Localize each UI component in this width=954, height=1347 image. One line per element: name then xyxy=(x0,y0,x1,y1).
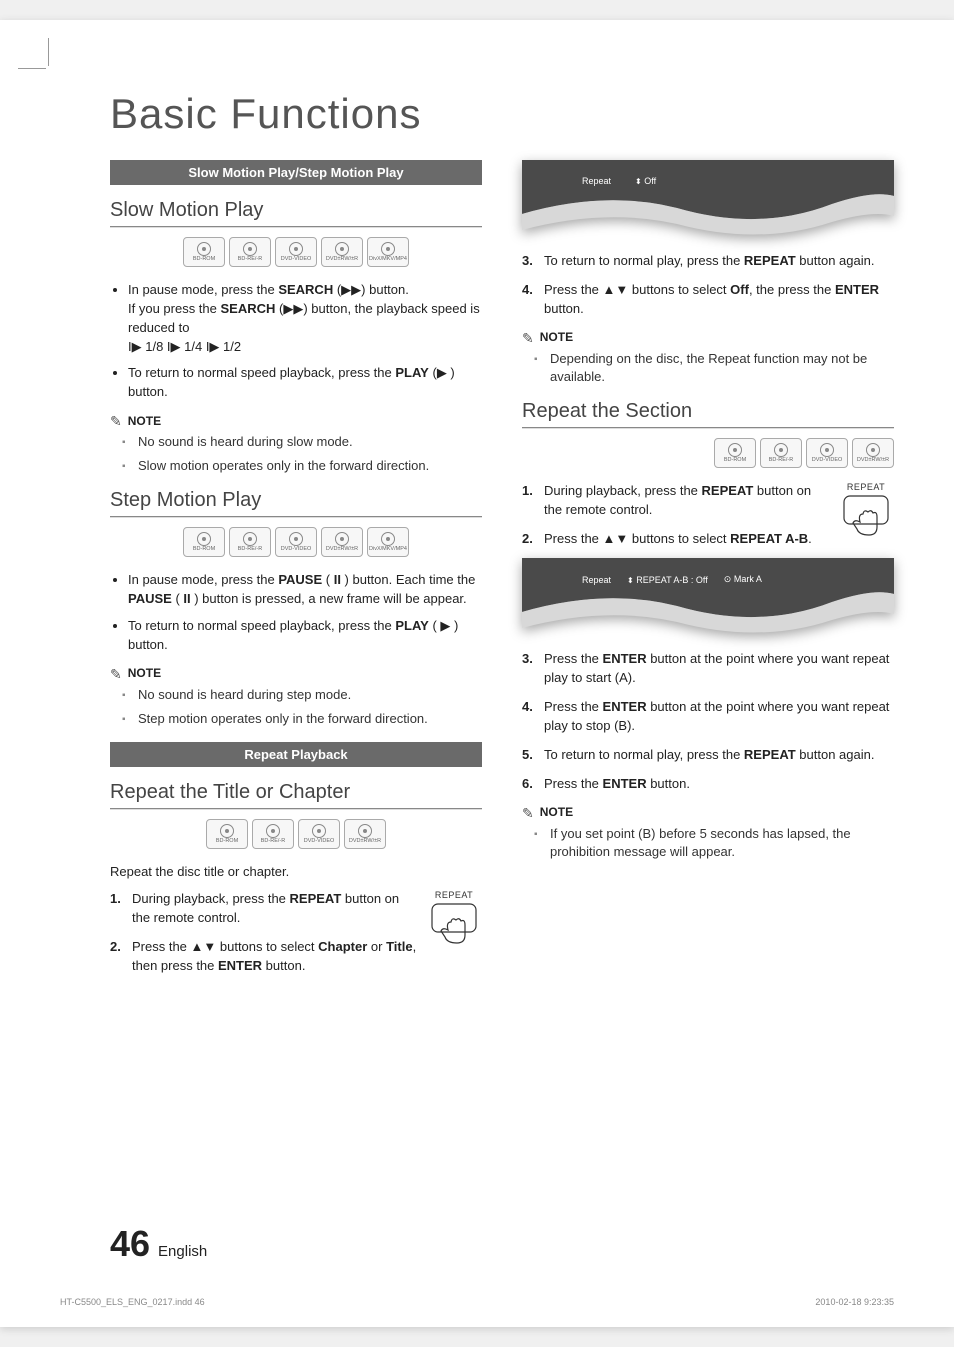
page-footer: 46 English xyxy=(110,1223,207,1265)
note-label: NOTE xyxy=(128,666,161,680)
disc-type-icon: BD-ROM xyxy=(183,527,225,557)
repeat-section-steps-2: Press the ENTER button at the point wher… xyxy=(522,650,894,793)
disc-type-icon: BD-ROM xyxy=(714,438,756,468)
rule xyxy=(522,427,894,428)
list-item: No sound is heard during slow mode. xyxy=(138,433,482,451)
disc-icons-repeat-section: BD-ROMBD-RE/-RDVD-VIDEODVD±RW/±R xyxy=(522,438,894,468)
disc-type-icon: BD-RE/-R xyxy=(760,438,802,468)
disc-type-icon: DVD±RW/±R xyxy=(852,438,894,468)
note-icon: ✎ xyxy=(522,805,534,822)
repeat-title-notes: Depending on the disc, the Repeat functi… xyxy=(522,350,894,386)
disc-icons-slow: BD-ROMBD-RE/-RDVD-VIDEODVD±RW/±RDivX/MKV… xyxy=(110,237,482,267)
disc-type-icon: DVD±RW/±R xyxy=(321,237,363,267)
list-item: Press the ▲▼ buttons to select Chapter o… xyxy=(110,938,482,976)
note-label: NOTE xyxy=(128,414,161,428)
rule xyxy=(110,226,482,227)
disc-type-icon: BD-RE/-R xyxy=(252,819,294,849)
list-item: Depending on the disc, the Repeat functi… xyxy=(550,350,894,386)
right-column: Repeat ⬍ Off To return to normal play, p… xyxy=(522,160,894,985)
step-motion-notes: No sound is heard during step mode. Step … xyxy=(110,686,482,728)
step-motion-bullets: In pause mode, press the PAUSE ( II ) bu… xyxy=(110,571,482,654)
disc-icons-repeat-title: BD-ROMBD-RE/-RDVD-VIDEODVD±RW/±R xyxy=(110,819,482,849)
list-item: In pause mode, press the SEARCH (▶▶) but… xyxy=(128,281,482,356)
disc-type-icon: DivX/MKV/MP4 xyxy=(367,237,409,267)
osd-value: REPEAT A-B : Off xyxy=(636,575,708,585)
osd-repeat-ab: Repeat ⬍ REPEAT A-B : Off ⊙ Mark A xyxy=(522,558,894,636)
disc-type-icon: BD-RE/-R xyxy=(229,237,271,267)
section-bar-repeat: Repeat Playback xyxy=(110,742,482,767)
repeat-section-steps-1: During playback, press the REPEAT button… xyxy=(522,482,894,549)
enter-icon: ⊙ xyxy=(724,574,732,584)
repeat-title-intro: Repeat the disc title or chapter. xyxy=(110,863,482,882)
left-column: Slow Motion Play/Step Motion Play Slow M… xyxy=(110,160,482,985)
disc-type-icon: BD-ROM xyxy=(183,237,225,267)
list-item: To return to normal speed playback, pres… xyxy=(128,364,482,402)
page-number: 46 xyxy=(110,1223,150,1265)
rule xyxy=(110,516,482,517)
disc-type-icon: BD-ROM xyxy=(206,819,248,849)
list-item: Press the ▲▼ buttons to select REPEAT A-… xyxy=(522,530,894,549)
slow-motion-notes: No sound is heard during slow mode. Slow … xyxy=(110,433,482,475)
note-icon: ✎ xyxy=(110,413,122,430)
list-item: In pause mode, press the PAUSE ( II ) bu… xyxy=(128,571,482,609)
list-item: To return to normal play, press the REPE… xyxy=(522,252,894,271)
updown-icon: ⬍ xyxy=(627,576,634,585)
list-item: To return to normal play, press the REPE… xyxy=(522,746,894,765)
list-item: No sound is heard during step mode. xyxy=(138,686,482,704)
page-language: English xyxy=(158,1243,207,1260)
print-footer: HT-C5500_ELS_ENG_0217.indd 46 2010-02-18… xyxy=(60,1297,894,1307)
list-item: Slow motion operates only in the forward… xyxy=(138,457,482,475)
note-label: NOTE xyxy=(540,805,573,819)
list-item: Press the ENTER button at the point wher… xyxy=(522,698,894,736)
note-heading: ✎ NOTE xyxy=(522,329,894,346)
note-heading: ✎ NOTE xyxy=(110,412,482,429)
list-item: Press the ENTER button at the point wher… xyxy=(522,650,894,688)
disc-type-icon: DVD-VIDEO xyxy=(298,819,340,849)
heading-repeat-section: Repeat the Section xyxy=(522,400,894,423)
disc-type-icon: DVD±RW/±R xyxy=(344,819,386,849)
section-bar-slow-step: Slow Motion Play/Step Motion Play xyxy=(110,160,482,185)
note-icon: ✎ xyxy=(522,330,534,347)
content-columns: Slow Motion Play/Step Motion Play Slow M… xyxy=(110,160,894,985)
osd-label: Repeat xyxy=(582,575,611,585)
indd-timestamp: 2010-02-18 9:23:35 xyxy=(815,1297,894,1307)
osd-repeat-off: Repeat ⬍ Off xyxy=(522,160,894,238)
list-item: During playback, press the REPEAT button… xyxy=(110,890,482,928)
note-heading: ✎ NOTE xyxy=(110,665,482,682)
disc-type-icon: BD-RE/-R xyxy=(229,527,271,557)
osd-mark: Mark A xyxy=(734,574,762,584)
disc-type-icon: DivX/MKV/MP4 xyxy=(367,527,409,557)
osd-label: Repeat xyxy=(582,176,611,186)
osd-value: Off xyxy=(644,176,656,186)
repeat-title-steps-cont: To return to normal play, press the REPE… xyxy=(522,252,894,319)
slow-motion-bullets: In pause mode, press the SEARCH (▶▶) but… xyxy=(110,281,482,402)
repeat-section-notes: If you set point (B) before 5 seconds ha… xyxy=(522,825,894,861)
manual-page: Basic Functions Slow Motion Play/Step Mo… xyxy=(0,20,954,1327)
rule xyxy=(110,808,482,809)
disc-type-icon: DVD-VIDEO xyxy=(275,237,317,267)
disc-type-icon: DVD-VIDEO xyxy=(806,438,848,468)
heading-step-motion: Step Motion Play xyxy=(110,489,482,512)
heading-repeat-title: Repeat the Title or Chapter xyxy=(110,781,482,804)
list-item: Press the ENTER button. xyxy=(522,775,894,794)
indd-filename: HT-C5500_ELS_ENG_0217.indd 46 xyxy=(60,1297,205,1307)
note-icon: ✎ xyxy=(110,666,122,683)
disc-type-icon: DVD±RW/±R xyxy=(321,527,363,557)
disc-icons-step: BD-ROMBD-RE/-RDVD-VIDEODVD±RW/±RDivX/MKV… xyxy=(110,527,482,557)
updown-icon: ⬍ xyxy=(635,177,642,186)
list-item: During playback, press the REPEAT button… xyxy=(522,482,894,520)
list-item: Press the ▲▼ buttons to select Off, the … xyxy=(522,281,894,319)
page-title: Basic Functions xyxy=(110,90,894,138)
list-item: If you set point (B) before 5 seconds ha… xyxy=(550,825,894,861)
note-label: NOTE xyxy=(540,330,573,344)
note-heading: ✎ NOTE xyxy=(522,804,894,821)
heading-slow-motion: Slow Motion Play xyxy=(110,199,482,222)
list-item: Step motion operates only in the forward… xyxy=(138,710,482,728)
disc-type-icon: DVD-VIDEO xyxy=(275,527,317,557)
list-item: To return to normal speed playback, pres… xyxy=(128,617,482,655)
